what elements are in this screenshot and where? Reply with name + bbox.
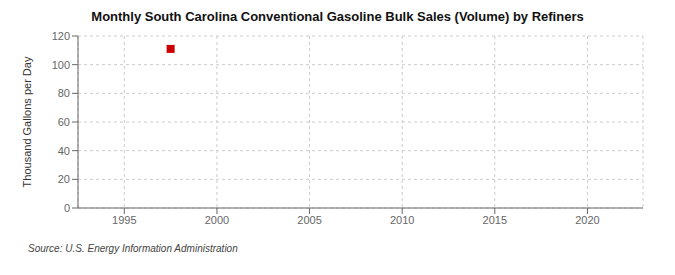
- svg-text:2010: 2010: [390, 214, 414, 226]
- svg-text:80: 80: [58, 87, 70, 99]
- html-text:Monthly South Carolina Convent: Monthly South Carolina Conventional Gaso…: [91, 9, 584, 24]
- svg-text:2000: 2000: [205, 214, 229, 226]
- svg-text:40: 40: [58, 145, 70, 157]
- svg-text:120: 120: [52, 30, 70, 42]
- svg-text:100: 100: [52, 59, 70, 71]
- svg-text:Thousand Gallons per Day: Thousand Gallons per Day: [21, 56, 33, 187]
- svg-text:0: 0: [64, 202, 70, 214]
- svg-text:20: 20: [58, 173, 70, 185]
- svg-text:2015: 2015: [483, 214, 507, 226]
- html-text:Source: U.S. Energy Informatio: Source: U.S. Energy Information Administ…: [28, 243, 238, 254]
- svg-text:2005: 2005: [297, 214, 321, 226]
- svg-text:60: 60: [58, 116, 70, 128]
- svg-text:2020: 2020: [575, 214, 599, 226]
- svg-text:1995: 1995: [112, 214, 136, 226]
